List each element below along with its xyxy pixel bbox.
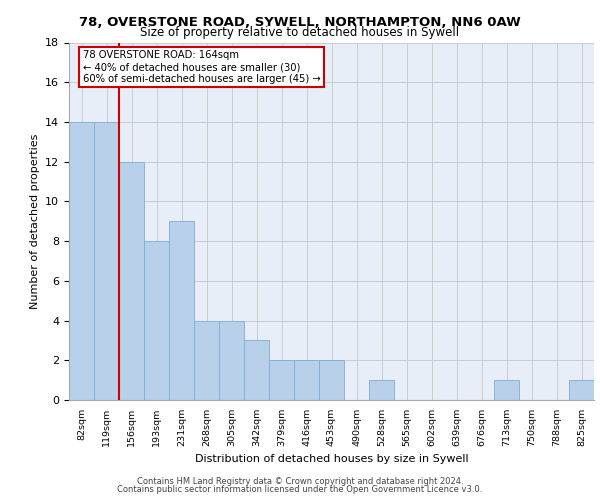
Bar [119,162,144,400]
Bar [244,340,269,400]
Bar [69,122,94,400]
Bar [369,380,394,400]
Text: Contains HM Land Registry data © Crown copyright and database right 2024.: Contains HM Land Registry data © Crown c… [137,477,463,486]
Bar [319,360,344,400]
Bar [144,241,169,400]
Text: 78, OVERSTONE ROAD, SYWELL, NORTHAMPTON, NN6 0AW: 78, OVERSTONE ROAD, SYWELL, NORTHAMPTON,… [79,16,521,29]
Text: 78 OVERSTONE ROAD: 164sqm
← 40% of detached houses are smaller (30)
60% of semi-: 78 OVERSTONE ROAD: 164sqm ← 40% of detac… [83,50,320,84]
X-axis label: Distribution of detached houses by size in Sywell: Distribution of detached houses by size … [194,454,469,464]
Bar [569,380,594,400]
Text: Contains public sector information licensed under the Open Government Licence v3: Contains public sector information licen… [118,485,482,494]
Bar [494,380,519,400]
Bar [294,360,319,400]
Bar [194,320,219,400]
Bar [169,221,194,400]
Bar [219,320,244,400]
Bar [94,122,119,400]
Y-axis label: Number of detached properties: Number of detached properties [29,134,40,309]
Bar [269,360,294,400]
Text: Size of property relative to detached houses in Sywell: Size of property relative to detached ho… [140,26,460,39]
